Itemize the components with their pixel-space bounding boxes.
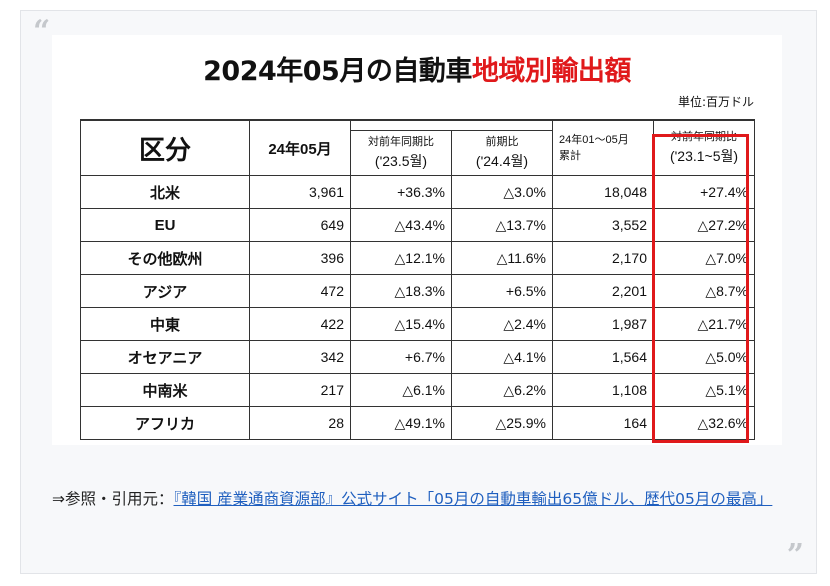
region-cell: 北米	[80, 175, 250, 209]
value-cell: △49.1%	[350, 406, 452, 440]
value-cell: △13.7%	[451, 208, 553, 242]
value-cell: △12.1%	[350, 241, 452, 275]
value-cell: 1,987	[552, 307, 654, 341]
value-cell: △3.0%	[451, 175, 553, 209]
export-table: 区分 24年05月 24年01～05月 累計 対前年同期比 ('23.1~5월) 対…	[80, 119, 755, 440]
image-title: 2024年05月の自動車地域別輸出額	[52, 49, 782, 88]
header-category: 区分	[80, 119, 250, 176]
table-row: EU 649 △43.4% △13.7% 3,552 △27.2%	[80, 208, 755, 242]
table-row: 中東 422 △15.4% △2.4% 1,987 △21.7%	[80, 307, 755, 341]
title-red: 地域別輸出額	[471, 56, 632, 87]
table-row: その他欧州 396 △12.1% △11.6% 2,170 △7.0%	[80, 241, 755, 275]
value-cell: 2,201	[552, 274, 654, 308]
value-cell: △5.0%	[653, 340, 755, 374]
value-cell: △27.2%	[653, 208, 755, 242]
region-cell: 中東	[80, 307, 250, 341]
value-cell: 396	[249, 241, 351, 275]
value-cell: +6.5%	[451, 274, 553, 308]
table-row: アジア 472 △18.3% +6.5% 2,201 △8.7%	[80, 274, 755, 308]
value-cell: △25.9%	[451, 406, 553, 440]
value-cell: △11.6%	[451, 241, 553, 275]
value-cell: 2,170	[552, 241, 654, 275]
open-quote-icon: “	[33, 14, 51, 49]
value-cell: 649	[249, 208, 351, 242]
value-cell: 217	[249, 373, 351, 407]
value-cell: 164	[552, 406, 654, 440]
source-citation: ⇒参照・引用元：『韓国 産業通商資源部』公式サイト「05月の自動車輸出65億ドル…	[52, 484, 782, 515]
value-cell: 1,564	[552, 340, 654, 374]
header-cum: 24年01～05月 累計	[552, 119, 654, 176]
header-month: 24年05月	[249, 119, 351, 176]
value-cell: 3,552	[552, 208, 654, 242]
highlight-box	[652, 134, 749, 443]
value-cell: △8.7%	[653, 274, 755, 308]
region-cell: オセアニア	[80, 340, 250, 374]
table-row: 中南米 217 △6.1% △6.2% 1,108 △5.1%	[80, 373, 755, 407]
value-cell: △21.7%	[653, 307, 755, 341]
table-row: アフリカ 28 △49.1% △25.9% 164 △32.6%	[80, 406, 755, 440]
close-quote-icon: ”	[786, 538, 804, 573]
table-row: オセアニア 342 +6.7% △4.1% 1,564 △5.0%	[80, 340, 755, 374]
value-cell: 422	[249, 307, 351, 341]
header-yoy: 対前年同期比 ('23.5월)	[350, 130, 452, 176]
header-spacer	[350, 119, 553, 132]
table-row: 北米 3,961 +36.3% △3.0% 18,048 +27.4%	[80, 175, 755, 209]
value-cell: 1,108	[552, 373, 654, 407]
value-cell: △15.4%	[350, 307, 452, 341]
value-cell: 472	[249, 274, 351, 308]
value-cell: +27.4%	[653, 175, 755, 209]
region-cell: その他欧州	[80, 241, 250, 275]
title-black: 2024年05月の自動車	[203, 56, 472, 87]
value-cell: 3,961	[249, 175, 351, 209]
source-link[interactable]: 『韓国 産業通商資源部』公式サイト「05月の自動車輸出65億ドル、歴代05月の最…	[173, 490, 773, 508]
value-cell: 18,048	[552, 175, 654, 209]
header-mom: 前期比 ('24.4월)	[451, 130, 553, 176]
value-cell: △6.2%	[451, 373, 553, 407]
region-cell: アフリカ	[80, 406, 250, 440]
value-cell: 28	[249, 406, 351, 440]
region-cell: アジア	[80, 274, 250, 308]
value-cell: △32.6%	[653, 406, 755, 440]
value-cell: △4.1%	[451, 340, 553, 374]
value-cell: △2.4%	[451, 307, 553, 341]
value-cell: △5.1%	[653, 373, 755, 407]
value-cell: △6.1%	[350, 373, 452, 407]
value-cell: +6.7%	[350, 340, 452, 374]
value-cell: 342	[249, 340, 351, 374]
region-cell: EU	[80, 208, 250, 242]
export-table-image: 2024年05月の自動車地域別輸出額 単位:百万ドル 区分 24年05月 24年…	[52, 35, 782, 445]
value-cell: △43.4%	[350, 208, 452, 242]
source-prefix: ⇒参照・引用元：	[52, 490, 174, 508]
value-cell: △18.3%	[350, 274, 452, 308]
value-cell: △7.0%	[653, 241, 755, 275]
value-cell: +36.3%	[350, 175, 452, 209]
unit-label: 単位:百万ドル	[677, 95, 754, 109]
region-cell: 中南米	[80, 373, 250, 407]
